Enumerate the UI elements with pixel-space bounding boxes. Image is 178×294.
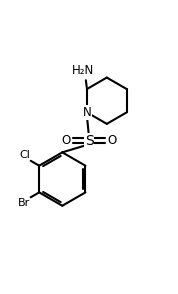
Text: O: O [61,134,70,147]
Text: Cl: Cl [19,150,30,160]
Text: S: S [85,134,93,148]
Text: O: O [108,134,117,147]
Text: N: N [82,106,91,119]
Text: Br: Br [18,198,30,208]
Text: H₂N: H₂N [72,64,94,77]
